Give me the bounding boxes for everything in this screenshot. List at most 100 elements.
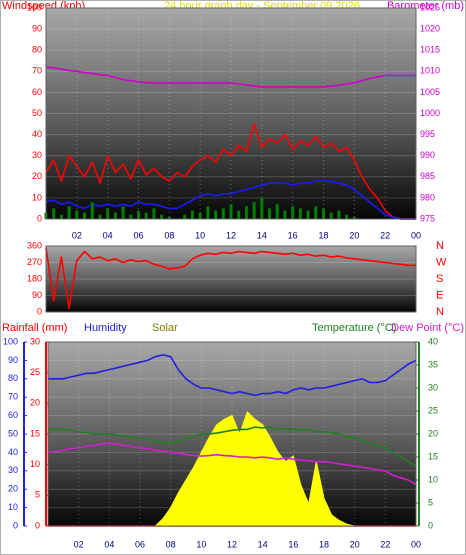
y2-tick-label: 25: [428, 405, 438, 415]
legend-humidity: Humidity: [84, 322, 127, 334]
y-tick-label: 50: [32, 108, 42, 118]
x-tick-label: 18: [319, 539, 329, 549]
x-tick-label: 08: [166, 539, 176, 549]
plot-border: [47, 341, 417, 527]
y-tick-label: 40: [8, 447, 18, 457]
y-tick-label: 80: [32, 45, 42, 55]
x-tick-label: 00: [411, 539, 421, 549]
x-tick-label: 20: [350, 539, 360, 549]
x-tick-label: 14: [258, 539, 268, 549]
plot-background: [46, 246, 416, 312]
line: [45, 66, 416, 88]
y2-tick-label: 10: [428, 474, 438, 484]
legend-solar: Solar: [152, 322, 178, 334]
y2-tick-label: 30: [428, 382, 438, 392]
line: [45, 123, 416, 220]
plot-border: [45, 245, 417, 313]
y2-tick-label: N: [436, 306, 444, 318]
y-axis-label: Windspeed (kph): [2, 0, 85, 12]
y-tick-label: 0: [37, 213, 42, 223]
y-tick-label: 50: [8, 428, 18, 438]
rain-tick-label: 15: [30, 428, 40, 438]
x-tick-label: 16: [288, 230, 298, 240]
y2-tick-label: 1005: [420, 87, 440, 97]
y2-tick-label: 985: [420, 171, 435, 181]
y-tick-label: 10: [8, 502, 18, 512]
x-tick-label: 04: [103, 230, 113, 240]
x-tick-label: 22: [380, 539, 390, 549]
legend-rainfall: Rainfall (mm): [2, 322, 67, 334]
y2-tick-label: 40: [428, 336, 438, 346]
y2-tick-label: W: [436, 256, 447, 268]
y2-tick-label: 1010: [420, 66, 440, 76]
y2-tick-label: 1015: [420, 45, 440, 55]
plot-border: [45, 7, 417, 220]
x-tick-label: 12: [227, 539, 237, 549]
y-tick-label: 90: [32, 290, 42, 300]
rain-tick-label: 25: [30, 367, 40, 377]
y-tick-label: 20: [32, 171, 42, 181]
y-tick-label: 60: [32, 87, 42, 97]
x-tick-label: 22: [380, 230, 390, 240]
y-tick-label: 80: [8, 373, 18, 383]
rain-tick-label: 20: [30, 398, 40, 408]
y-tick-label: 20: [8, 484, 18, 494]
x-tick-label: 06: [133, 230, 143, 240]
legend-temperature: Temperature (°C): [312, 322, 396, 334]
x-tick-label: 18: [318, 230, 328, 240]
x-tick-label: 20: [349, 230, 359, 240]
rain-tick-label: 30: [30, 336, 40, 346]
y-tick-label: 100: [27, 2, 42, 12]
line: [45, 247, 416, 310]
x-tick-label: 10: [196, 539, 206, 549]
legend-dew-point: Dew Point (°C): [391, 322, 464, 334]
y-tick-label: 90: [8, 355, 18, 365]
y-tick-label: 100: [3, 336, 18, 346]
y-tick-label: 90: [32, 23, 42, 33]
x-tick-label: 12: [226, 230, 236, 240]
plot-background: [46, 8, 416, 219]
y-tick-label: 70: [8, 392, 18, 402]
y2-tick-label: 35: [428, 359, 438, 369]
y2-tick-label: 1000: [420, 108, 440, 118]
y2-axis-label: Barometer (mb): [387, 0, 464, 12]
rain-tick-label: 0: [35, 520, 40, 530]
y-tick-label: 30: [8, 465, 18, 475]
y2-tick-label: 990: [420, 150, 435, 160]
y-tick-label: 270: [27, 257, 42, 267]
y2-tick-label: S: [436, 273, 443, 285]
x-tick-label: 02: [72, 230, 82, 240]
y-tick-label: 30: [32, 150, 42, 160]
y2-tick-label: 5: [428, 497, 433, 507]
y2-tick-label: 0: [428, 520, 433, 530]
line: [48, 426, 417, 467]
y2-tick-label: 1025: [420, 2, 440, 12]
y-tick-label: 360: [27, 240, 42, 250]
y-tick-label: 40: [32, 129, 42, 139]
y-tick-label: 70: [32, 66, 42, 76]
y2-tick-label: 15: [428, 451, 438, 461]
x-tick-label: 14: [257, 230, 267, 240]
y-tick-label: 60: [8, 410, 18, 420]
rain-tick-label: 10: [30, 459, 40, 469]
x-tick-label: 00: [411, 230, 421, 240]
y-tick-label: 10: [32, 192, 42, 202]
x-tick-label: 02: [74, 539, 84, 549]
x-tick-label: 04: [104, 539, 114, 549]
y-tick-label: 180: [27, 273, 42, 283]
x-tick-label: 10: [195, 230, 205, 240]
y2-tick-label: N: [436, 240, 444, 252]
x-tick-label: 08: [164, 230, 174, 240]
y-tick-label: 0: [37, 306, 42, 316]
y2-tick-label: E: [436, 289, 443, 301]
x-tick-label: 16: [288, 539, 298, 549]
y2-tick-label: 20: [428, 428, 438, 438]
rain-tick-label: 5: [35, 490, 40, 500]
line: [47, 442, 417, 486]
line: [45, 180, 416, 220]
line: [48, 354, 417, 397]
x-tick-label: 06: [135, 539, 145, 549]
y2-tick-label: 980: [420, 192, 435, 202]
y2-tick-label: 995: [420, 129, 435, 139]
